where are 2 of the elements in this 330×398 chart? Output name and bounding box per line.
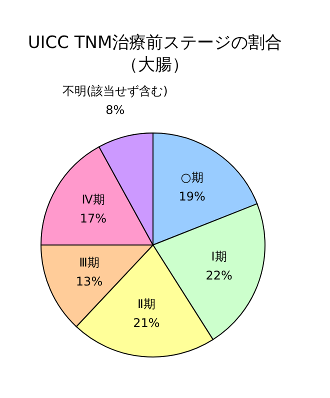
title: UICC TNM治療前ステージの割合 (28, 33, 282, 53)
subtitle: （大腸） (121, 55, 189, 75)
